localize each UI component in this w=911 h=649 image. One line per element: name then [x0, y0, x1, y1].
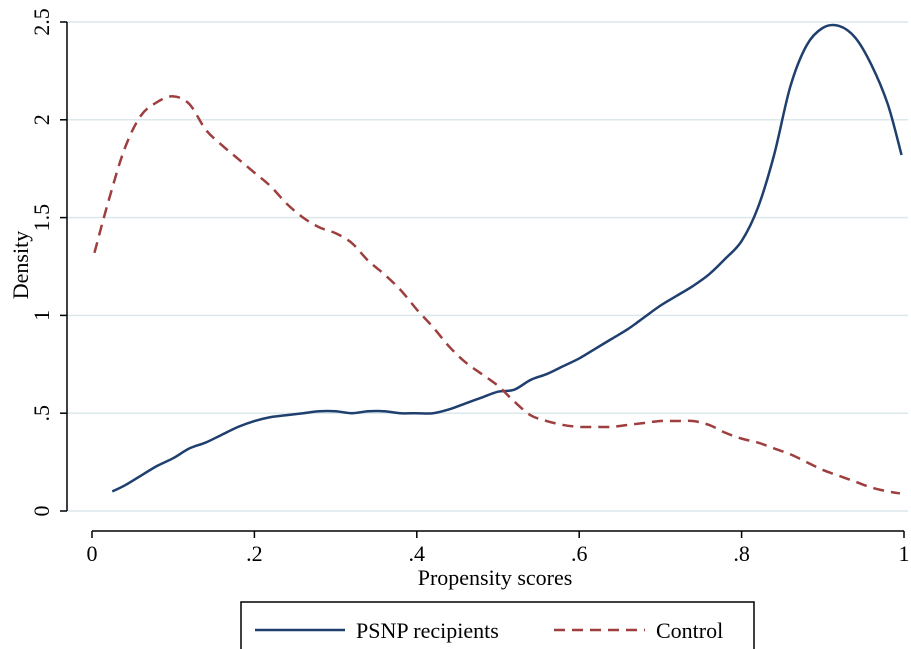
axes-layer: 0 .5 1 1.5 2 2.5 0 .2 .4 .6 .8 1 [29, 8, 910, 566]
x-tick-label-0: 0 [87, 541, 98, 566]
grid-layer [67, 21, 908, 512]
x-tick-label-4: .8 [733, 541, 750, 566]
series-line-control [93, 95, 901, 495]
x-tick-label-2: .4 [409, 541, 426, 566]
x-tick-label-5: 1 [899, 541, 910, 566]
y-tick-label-5: 2.5 [29, 8, 54, 36]
x-tick-label-1: .2 [246, 541, 263, 566]
y-tick-label-1: .5 [29, 405, 54, 422]
y-tick-label-0: 0 [29, 506, 54, 517]
y-axis-title: Density [8, 231, 33, 299]
series-line-psnp-recipients [111, 23, 903, 493]
x-axis-title: Propensity scores [418, 565, 573, 590]
series-layer [93, 23, 903, 495]
legend-label-psnp: PSNP recipients [356, 618, 499, 643]
x-tick-label-3: .6 [571, 541, 588, 566]
legend-label-control: Control [656, 618, 723, 643]
y-tick-label-4: 2 [29, 114, 54, 125]
y-tick-label-3: 1.5 [29, 204, 54, 232]
legend-box [240, 601, 755, 649]
y-tick-label-2: 1 [29, 310, 54, 321]
legend: PSNP recipients Control [240, 601, 755, 649]
